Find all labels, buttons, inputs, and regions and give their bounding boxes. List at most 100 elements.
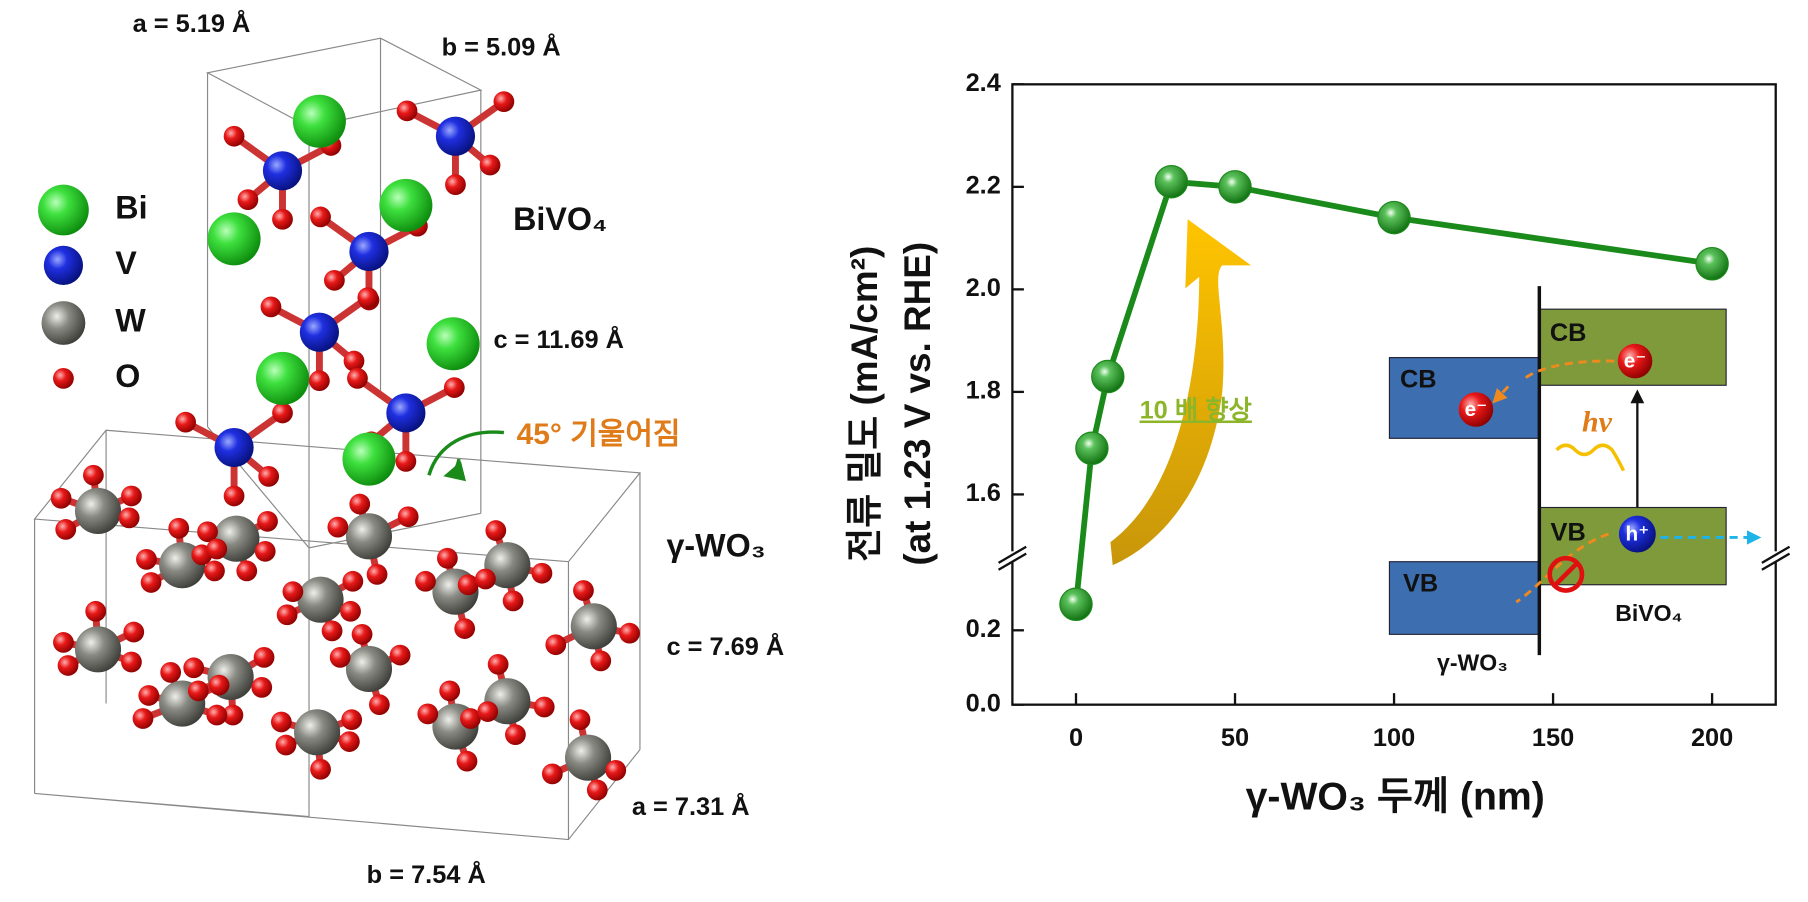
x-tick-label: 200: [1691, 724, 1733, 752]
o-atom: [396, 100, 418, 122]
o-atom: [260, 296, 282, 318]
o-atom: [257, 510, 278, 532]
transfer-arrow: [1494, 359, 1615, 604]
o-atom: [236, 560, 258, 582]
y-tick-label: 0.0: [966, 689, 1001, 717]
lattice-label: c = 11.69 Å: [494, 325, 624, 354]
bi-atom: [379, 178, 433, 232]
wo3-cell: [33, 429, 642, 841]
o-atom: [121, 651, 142, 673]
band-label: VB: [1403, 569, 1438, 597]
band-label: CB: [1550, 319, 1587, 347]
o-atom: [487, 653, 509, 675]
w-atom: [345, 645, 393, 692]
y-tick-label: 1.8: [966, 377, 1001, 405]
o-atom: [533, 696, 555, 718]
o-atom: [341, 709, 363, 731]
o-atom: [541, 763, 563, 785]
o-atom: [237, 189, 259, 211]
o-atom: [505, 724, 526, 746]
material-label: BiVO₄: [1615, 600, 1682, 626]
data-point: [1695, 247, 1729, 281]
o-atom: [415, 570, 436, 592]
o-atom: [197, 521, 218, 543]
o-atom: [493, 91, 515, 112]
o-atom: [208, 674, 230, 696]
w-atom: [570, 603, 617, 650]
w-atom: [294, 709, 341, 756]
data-point: [1377, 200, 1411, 235]
phase-label: BiVO₄: [513, 201, 607, 237]
o-atom: [136, 549, 157, 570]
y-tick-label: 2.0: [966, 274, 1001, 302]
data-point: [1091, 359, 1125, 394]
y-tick-label: 0.2: [966, 615, 1001, 643]
o-atom: [310, 758, 331, 780]
o-atom: [55, 519, 77, 540]
o-atom: [206, 538, 228, 560]
o-atom: [50, 487, 72, 509]
w-atom: [297, 576, 344, 623]
o-atom: [183, 657, 205, 679]
o-atom: [357, 287, 379, 309]
o-atom: [502, 590, 524, 612]
legend-w: [41, 301, 86, 345]
o-atom: [347, 367, 368, 389]
y-tick-label: 2.4: [966, 69, 1001, 97]
unit-cells: [33, 37, 642, 841]
data-point: [1059, 587, 1093, 621]
y-tick-label: 2.2: [966, 172, 1001, 200]
x-tick-label: 0: [1069, 724, 1083, 752]
data-point: [1075, 431, 1109, 465]
chart: 10 배 향상 γ-WO₃ 두께 (nm) 전류 밀도 (mA/cm²) (at…: [844, 69, 1791, 819]
electron-label: e⁻: [1465, 398, 1488, 421]
o-atom: [368, 694, 390, 716]
lattice-label: b = 7.54 Å: [367, 860, 486, 889]
v-atom: [262, 151, 303, 191]
o-atom: [454, 618, 476, 639]
o-atom: [175, 411, 197, 433]
o-atom: [168, 517, 190, 539]
band-label: VB: [1551, 519, 1586, 547]
o-atom: [253, 647, 275, 668]
o-atom: [223, 485, 245, 507]
band-label: CB: [1400, 365, 1437, 393]
lattice-label: a = 5.19 Å: [133, 9, 251, 38]
o-atom: [586, 779, 608, 801]
o-atom: [254, 540, 276, 562]
x-tick-label: 100: [1373, 724, 1415, 752]
o-atom: [121, 485, 142, 507]
o-atom: [389, 644, 411, 666]
lattice-label: c = 7.69 Å: [666, 632, 784, 661]
o-atom: [437, 547, 458, 569]
o-atom: [439, 680, 461, 702]
v-atom: [349, 231, 389, 272]
o-atom: [590, 650, 612, 672]
photon-wave: [1555, 443, 1626, 472]
bi-atom: [342, 432, 396, 486]
annotation: 10 배 향상: [1140, 396, 1252, 424]
break-gap: [1003, 551, 1022, 562]
y-tick-label: 1.6: [966, 479, 1001, 507]
o-atom: [349, 493, 371, 515]
w-atom: [74, 487, 122, 535]
photon-label: hν: [1582, 405, 1613, 438]
o-atom: [140, 572, 162, 593]
x-axis-title: γ-WO₃ 두께 (nm): [1246, 776, 1545, 819]
y-axis-title: (at 1.23 V vs. RHE): [897, 242, 938, 566]
y-axis-title: 전류 밀도 (mA/cm²): [844, 246, 885, 562]
lattice-label: b = 5.09 Å: [442, 32, 561, 61]
o-atom: [573, 580, 594, 601]
legend-bi: [38, 184, 89, 236]
o-atom: [85, 600, 107, 622]
legend-o: [53, 367, 74, 389]
o-atom: [222, 704, 244, 726]
electron-label: e⁻: [1624, 350, 1647, 373]
x-tick-label: 50: [1221, 724, 1249, 752]
o-atom: [531, 562, 553, 584]
o-atom: [605, 760, 627, 781]
legend-label: W: [115, 303, 146, 339]
legend-v: [43, 245, 84, 285]
blocked-sign: [1547, 555, 1585, 593]
